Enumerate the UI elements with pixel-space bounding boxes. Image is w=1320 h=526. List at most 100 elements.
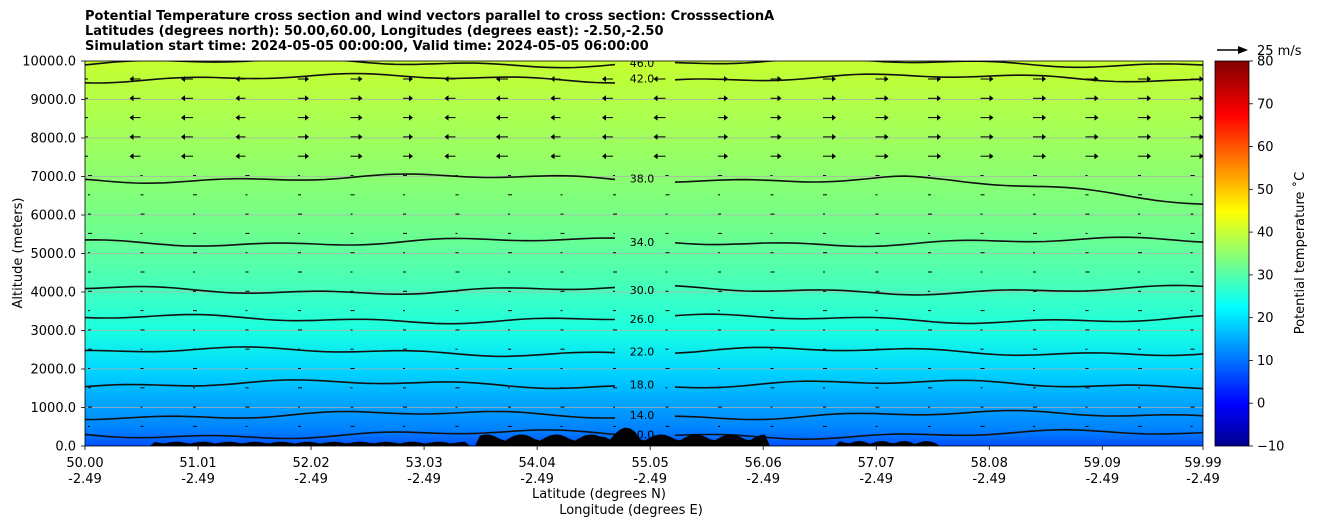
colorbar-ticks: −10 0 10 20 30 40 50 60 70 80 (1249, 55, 1284, 455)
wind-vector-head (235, 133, 240, 140)
colorbar-tick-label: −10 (1257, 440, 1284, 455)
wind-vector-head (832, 95, 836, 102)
wind-vector-head (78, 134, 82, 140)
colorbar (1214, 60, 1250, 447)
contour-line (85, 346, 1203, 358)
wind-vector-head (129, 153, 134, 160)
wind-vector-head (496, 114, 500, 121)
y-tick-label: 5000.0 (31, 247, 77, 262)
y-axis: 0.0 1000.0 2000.0 3000.0 4000.0 5000.0 6000.0 7… (22, 55, 85, 455)
x-axis-label-2: Longitude (degrees E) (559, 503, 703, 518)
x-tick-label-lon: -2.49 (1186, 472, 1220, 487)
contour-label: 26.0 (630, 313, 655, 326)
colorbar-tick-label: 10 (1257, 354, 1274, 369)
wind-vector-head (937, 114, 941, 121)
y-tick-label: 0.0 (55, 440, 76, 455)
wind-vector-head (653, 114, 658, 121)
wind-vector-head (989, 95, 994, 102)
wind-vector-head (832, 153, 836, 160)
wind-vector-head (550, 153, 555, 160)
wind-vector-head (884, 133, 889, 140)
wind-vector-head (724, 153, 728, 160)
x-tick-label-lon: -2.49 (181, 472, 215, 487)
wind-vector-head (989, 153, 994, 160)
contour-line (85, 379, 1203, 390)
wind-vector-head (305, 153, 309, 160)
wind-vector-head (1147, 95, 1151, 102)
chart-title-line-1: Potential Temperature cross section and … (85, 9, 775, 24)
wind-vector-head (1199, 114, 1203, 121)
x-tick-label-lon: -2.49 (520, 472, 554, 487)
wind-vector-head (358, 133, 363, 140)
x-tick-label-lat: 53.03 (405, 456, 442, 471)
y-tick-label: 2000.0 (31, 363, 77, 378)
terrain (85, 427, 1203, 446)
wind-vector-head (305, 114, 309, 121)
wind-vector-head (358, 76, 363, 82)
wind-vector-head (1042, 95, 1046, 102)
wind-vector-head (724, 114, 728, 121)
wind-vector-head (181, 133, 185, 140)
quiver-key-label: 25 m/s (1257, 44, 1302, 59)
wind-vector-head (444, 114, 449, 121)
wind-vector-head (1042, 76, 1046, 82)
wind-vector-head (989, 114, 994, 121)
wind-vector-head (602, 95, 606, 102)
y-tick-label: 10000.0 (22, 55, 76, 70)
wind-vector-head (550, 133, 555, 140)
wind-vector-head (181, 95, 185, 102)
wind-vector-head (937, 133, 941, 140)
wind-vector-head (1042, 153, 1046, 160)
contour-label: 22.0 (630, 346, 655, 359)
wind-vector-head (78, 76, 82, 82)
x-axis-label: Latitude (degrees N) (532, 487, 666, 502)
wind-vector-head (653, 153, 658, 160)
colorbar-tick-label: 30 (1257, 268, 1274, 283)
wind-vector-head (602, 133, 606, 140)
wind-vector-head (181, 153, 185, 160)
x-tick-label-lon: -2.49 (407, 472, 441, 487)
wind-vector-head (496, 153, 500, 160)
x-tick-label-lat: 57.07 (858, 456, 895, 471)
wind-vector-head (989, 76, 994, 82)
x-tick-label-lat: 59.99 (1184, 456, 1221, 471)
wind-vector-head (129, 95, 134, 102)
wind-vector-head (550, 114, 555, 121)
wind-vector-head (1147, 133, 1151, 140)
chart-title-line-2: Latitudes (degrees north): 50.00,60.00, … (85, 24, 664, 39)
wind-vector-head (777, 95, 782, 102)
y-tick-label: 7000.0 (31, 170, 77, 185)
wind-vector-head (444, 133, 449, 140)
wind-vector-head (78, 115, 82, 121)
contour-line (85, 236, 1203, 248)
wind-vector-head (1199, 95, 1203, 102)
wind-vector-head (235, 114, 240, 121)
wind-vector-head (937, 153, 941, 160)
wind-vector-head (409, 114, 413, 121)
colorbar-tick-label: 60 (1257, 140, 1274, 155)
wind-vector-head (129, 133, 134, 140)
wind-vector-head (444, 95, 449, 102)
contour-label: 14.0 (630, 409, 655, 422)
wind-vector-head (409, 95, 413, 102)
x-tick-label-lat: 55.05 (632, 456, 669, 471)
wind-vector-head (358, 114, 363, 121)
x-tick-label-lon: -2.49 (68, 472, 102, 487)
contour-label: 38.0 (630, 172, 655, 185)
y-tick-label: 1000.0 (31, 401, 77, 416)
y-tick-label: 3000.0 (31, 324, 77, 339)
wind-vector-head (777, 133, 782, 140)
contour-label: 46.0 (630, 57, 655, 70)
wind-vector-head (444, 153, 449, 160)
wind-vector-head (305, 95, 309, 102)
wind-vector-head (653, 76, 658, 82)
contour-line (85, 409, 1203, 421)
wind-vector-head (235, 153, 240, 160)
y-tick-label: 8000.0 (31, 132, 77, 147)
x-tick-label-lat: 56.06 (745, 456, 782, 471)
wind-vector-head (1094, 114, 1099, 121)
wind-vector-head (653, 95, 658, 102)
wind-vector-head (358, 95, 363, 102)
x-tick-label-lat: 52.02 (292, 456, 329, 471)
contour-line (85, 313, 1203, 325)
